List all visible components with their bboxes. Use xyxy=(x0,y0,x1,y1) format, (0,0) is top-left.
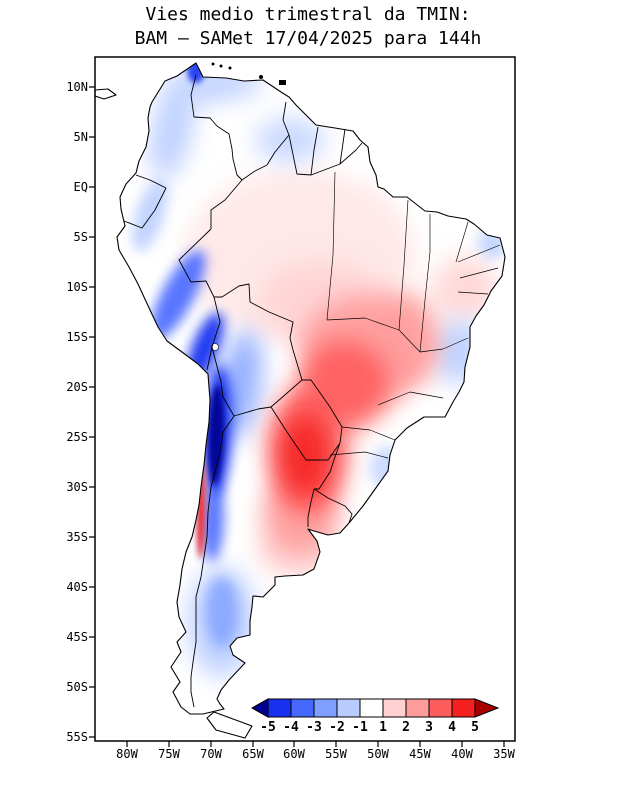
lon-tick-label: 80W xyxy=(116,747,138,761)
colorbar-cell xyxy=(428,698,453,718)
colorbar-label: 2 xyxy=(402,720,410,735)
bias-blob xyxy=(378,293,438,383)
bias-blob xyxy=(207,385,225,485)
colorbar-label: -2 xyxy=(329,720,345,735)
lat-tick-label: 15S xyxy=(66,330,88,344)
lat-tick-label: 20S xyxy=(66,380,88,394)
lon-axis-labels: 80W 75W 70W 65W 60W 55W 50W 45W 40W 35W xyxy=(116,747,515,761)
colorbar-label: 3 xyxy=(425,720,433,735)
colorbar: -5 -4 -3 -2 -1 1 2 3 4 5 xyxy=(250,698,500,735)
colorbar-label: 5 xyxy=(471,720,479,735)
bias-blob xyxy=(132,178,168,252)
bias-field-blobs xyxy=(132,63,505,677)
lat-tick-label: EQ xyxy=(74,180,88,194)
lon-tick-label: 55W xyxy=(325,747,347,761)
bias-blob xyxy=(187,63,205,83)
island-bonaire xyxy=(228,66,232,70)
lat-tick-label: 40S xyxy=(66,580,88,594)
bias-blob xyxy=(433,256,497,320)
lon-tick-label: 70W xyxy=(200,747,222,761)
colorbar-cell xyxy=(313,698,338,718)
coastline-tierra-del-fuego xyxy=(206,711,253,739)
lon-tick-label: 40W xyxy=(451,747,473,761)
plot-frame xyxy=(94,56,516,742)
lat-tick-label: 5S xyxy=(74,230,88,244)
colorbar-label: 1 xyxy=(379,720,387,735)
lake-titicaca xyxy=(211,343,219,351)
lat-tick-label: 50S xyxy=(66,680,88,694)
colorbar-cell xyxy=(290,698,315,718)
lat-tick-label: 30S xyxy=(66,480,88,494)
lon-tick-label: 75W xyxy=(158,747,180,761)
lon-tick-label: 35W xyxy=(493,747,515,761)
lat-tick-label: 55S xyxy=(66,730,88,744)
colorbar-label: -1 xyxy=(352,720,368,735)
chart-title-line1: Vies medio trimestral da TMIN: xyxy=(145,4,470,25)
small-islands xyxy=(211,62,286,85)
lon-tick-label: 65W xyxy=(242,747,264,761)
colorbar-label: -4 xyxy=(283,720,299,735)
colorbar-cell xyxy=(359,698,384,718)
colorbar-label: -3 xyxy=(306,720,322,735)
lon-tick-label: 60W xyxy=(283,747,305,761)
island-aruba xyxy=(211,62,215,66)
bias-blob xyxy=(150,250,206,340)
state-borders-brazil xyxy=(326,171,501,459)
lat-tick-label: 35S xyxy=(66,530,88,544)
island-margarita xyxy=(259,75,263,79)
colorbar-labels: -5 -4 -3 -2 -1 1 2 3 4 5 xyxy=(260,720,479,735)
lat-tick-label: 25S xyxy=(66,430,88,444)
lat-tick-label: 10N xyxy=(66,80,88,94)
lat-tick-label: 45S xyxy=(66,630,88,644)
bias-blob xyxy=(201,478,225,562)
lon-tick-label: 50W xyxy=(367,747,389,761)
bias-blob xyxy=(149,80,195,180)
bias-blob xyxy=(432,320,488,384)
country-borders xyxy=(123,74,363,708)
island-trinidad xyxy=(279,80,286,85)
chart-title-line2: BAM – SAMet 17/04/2025 para 144h xyxy=(135,28,482,49)
bias-field-layer xyxy=(117,63,505,738)
colorbar-cell xyxy=(336,698,361,718)
island-curacao xyxy=(219,64,223,68)
lat-tickmarks xyxy=(89,86,95,738)
bias-blob xyxy=(206,577,238,647)
colorbar-cell xyxy=(267,698,292,718)
colorbar-cell xyxy=(451,698,476,718)
colorbar-label: -5 xyxy=(260,720,276,735)
coastline-south-america xyxy=(116,62,506,715)
bias-blob xyxy=(281,415,329,495)
lat-tick-label: 5N xyxy=(74,130,88,144)
coastline-panama-fragment xyxy=(94,88,117,100)
lat-tick-label: 10S xyxy=(66,280,88,294)
colorbar-label: 4 xyxy=(448,720,456,735)
colorbar-arrow-right xyxy=(474,698,500,718)
colorbar-cell xyxy=(382,698,407,718)
colorbar-arrow-left xyxy=(250,698,269,718)
colorbar-cell xyxy=(405,698,430,718)
lon-tickmarks xyxy=(126,741,505,747)
lon-tick-label: 45W xyxy=(409,747,431,761)
lat-axis-labels: 10N 5N EQ 5S 10S 15S 20S 25S 30S 35S 40S… xyxy=(66,80,88,744)
